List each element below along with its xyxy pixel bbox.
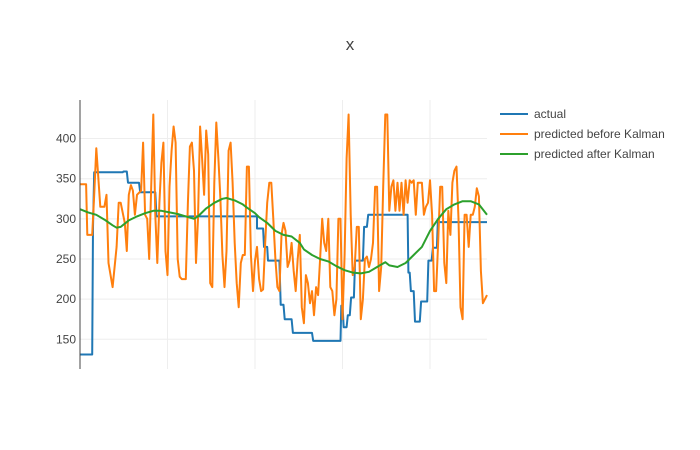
y-axis-ticks: 150 200 250 300 350 400 [56,132,76,347]
y-tick-label: 300 [56,212,76,226]
y-tick-label: 200 [56,292,76,306]
legend-label-predicted-after-kalman: predicted after Kalman [534,147,655,161]
legend-item-predicted-after-kalman[interactable]: predicted after Kalman [500,147,655,161]
chart-title: x [346,35,355,54]
series-line-predicted-before-kalman[interactable] [80,113,488,325]
y-tick-label: 250 [56,252,76,266]
series-line-predicted-after-kalman[interactable] [79,197,488,275]
legend: actual predicted before Kalman predicted… [500,107,665,161]
legend-item-predicted-before-kalman[interactable]: predicted before Kalman [500,127,665,141]
legend-label-actual: actual [534,107,566,121]
legend-label-predicted-before-kalman: predicted before Kalman [534,127,665,141]
y-tick-label: 150 [56,332,76,346]
legend-item-actual[interactable]: actual [500,107,566,121]
series-line-actual[interactable] [80,170,487,356]
y-tick-label: 350 [56,172,76,186]
y-tick-label: 400 [56,132,76,146]
series-layer [79,113,488,356]
